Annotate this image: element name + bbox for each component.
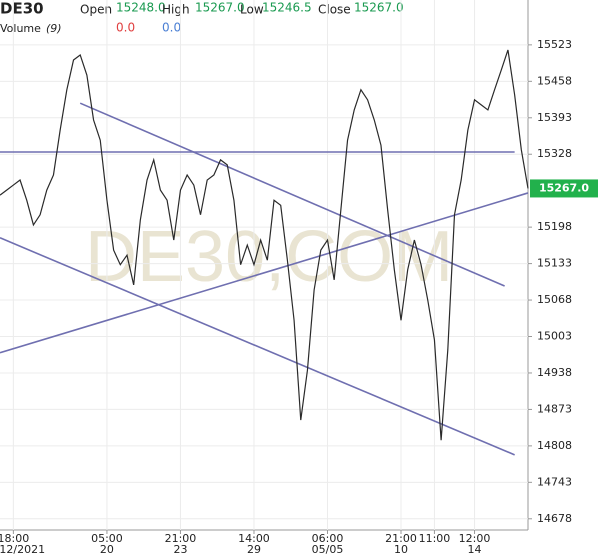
x-tick-label: 11:00: [419, 532, 451, 545]
volume-value: 0.0: [162, 21, 181, 35]
y-tick-label: 15068: [537, 293, 572, 306]
y-tick-label: 14873: [537, 402, 572, 415]
volume-period: (9): [46, 22, 62, 35]
ohlc-label: Close: [318, 3, 351, 17]
trendline: [0, 237, 515, 456]
x-tick-date: 29: [247, 543, 261, 556]
last-price-label: 15267.0: [539, 181, 589, 194]
x-tick-label: 06:00: [312, 532, 344, 545]
y-tick-label: 14808: [537, 439, 572, 452]
ohlc-label: Open: [80, 3, 112, 17]
ohlc-value: 15267.0: [195, 1, 245, 15]
x-tick-date: 05/05: [312, 543, 344, 556]
ohlc-value: 15248.0: [116, 1, 166, 15]
x-tick-label: 21:00: [165, 532, 197, 545]
watermark: DE30,COM: [85, 217, 453, 297]
y-tick-label: 15003: [537, 330, 572, 343]
x-tick-date: 10: [394, 543, 408, 556]
volume-label: Volume: [0, 22, 41, 35]
trendline: [0, 192, 529, 354]
last-price-tag: [530, 179, 598, 198]
y-tick-label: 15328: [537, 147, 572, 160]
y-tick-label: 15133: [537, 257, 572, 270]
y-tick-label: 14938: [537, 366, 572, 379]
volume-value: 0.0: [116, 21, 135, 35]
ohlc-label: Low: [240, 3, 264, 17]
x-tick-date: 23: [173, 543, 187, 556]
y-tick-label: 14678: [537, 512, 572, 525]
y-tick-label: 14743: [537, 475, 572, 488]
y-tick-label: 15198: [537, 220, 572, 233]
ohlc-value: 15246.5: [262, 1, 312, 15]
x-tick-label: 18:00: [0, 532, 29, 545]
y-tick-label: 15458: [537, 74, 572, 87]
y-tick-label: 15393: [537, 111, 572, 124]
price-line: [0, 49, 529, 441]
x-tick-date: 14: [468, 543, 482, 556]
x-tick-date: 20: [100, 543, 114, 556]
x-tick-date: 04/12/2021: [0, 543, 45, 556]
ohlc-label: High: [162, 3, 190, 17]
x-tick-label: 14:00: [238, 532, 270, 545]
x-tick-label: 12:00: [459, 532, 491, 545]
symbol: DE30: [0, 0, 44, 18]
x-tick-label: 21:00: [385, 532, 417, 545]
x-tick-label: 05:00: [91, 532, 123, 545]
ohlc-value: 15267.0: [354, 1, 404, 15]
y-tick-label: 15523: [537, 38, 572, 51]
trendline: [79, 102, 505, 287]
